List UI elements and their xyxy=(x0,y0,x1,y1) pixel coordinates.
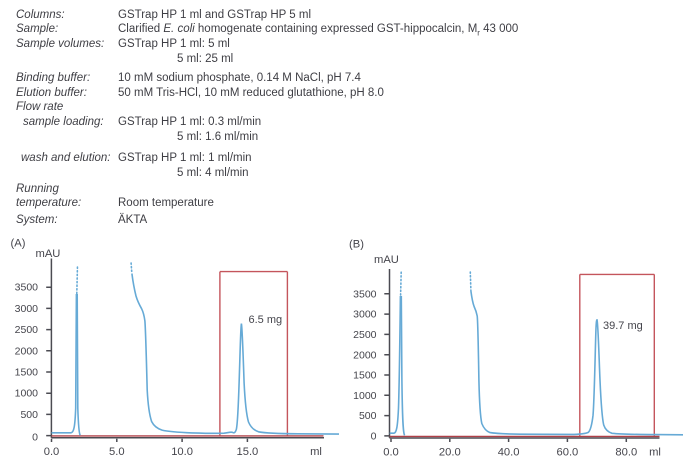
svg-text:60.0: 60.0 xyxy=(557,447,579,459)
svg-text:1000: 1000 xyxy=(353,390,377,402)
svg-text:10.0: 10.0 xyxy=(171,446,193,458)
svg-text:39.7 mg: 39.7 mg xyxy=(603,320,643,332)
svg-text:ml: ml xyxy=(310,446,322,458)
svg-text:20.0: 20.0 xyxy=(439,447,461,459)
svg-text:1500: 1500 xyxy=(353,370,377,382)
svg-text:2000: 2000 xyxy=(15,345,39,357)
svg-text:1000: 1000 xyxy=(15,388,39,400)
svg-text:80.0: 80.0 xyxy=(615,447,637,459)
svg-text:6.5 mg: 6.5 mg xyxy=(249,314,283,326)
svg-text:(A): (A) xyxy=(11,238,26,250)
svg-text:3000: 3000 xyxy=(353,309,377,321)
svg-text:ml: ml xyxy=(649,447,661,459)
svg-text:3000: 3000 xyxy=(15,303,39,315)
svg-text:0.0: 0.0 xyxy=(44,446,60,458)
svg-text:2000: 2000 xyxy=(353,349,377,361)
svg-text:0: 0 xyxy=(32,432,38,444)
svg-text:40.0: 40.0 xyxy=(498,447,520,459)
svg-text:15.0: 15.0 xyxy=(237,446,259,458)
svg-text:2500: 2500 xyxy=(15,324,39,336)
svg-text:3500: 3500 xyxy=(353,288,377,300)
svg-text:500: 500 xyxy=(20,409,38,421)
svg-text:5.0: 5.0 xyxy=(109,446,125,458)
svg-text:0: 0 xyxy=(371,431,377,443)
svg-text:1500: 1500 xyxy=(15,367,39,379)
svg-text:2500: 2500 xyxy=(353,329,377,341)
svg-text:0.0: 0.0 xyxy=(383,447,399,459)
svg-text:mAU: mAU xyxy=(374,254,399,266)
svg-text:3500: 3500 xyxy=(15,282,39,294)
svg-text:(B): (B) xyxy=(349,239,364,251)
svg-text:mAU: mAU xyxy=(36,248,61,260)
svg-text:500: 500 xyxy=(359,410,377,422)
